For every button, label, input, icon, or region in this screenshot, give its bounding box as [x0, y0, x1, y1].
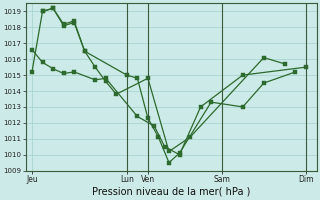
X-axis label: Pression niveau de la mer( hPa ): Pression niveau de la mer( hPa )	[92, 187, 250, 197]
